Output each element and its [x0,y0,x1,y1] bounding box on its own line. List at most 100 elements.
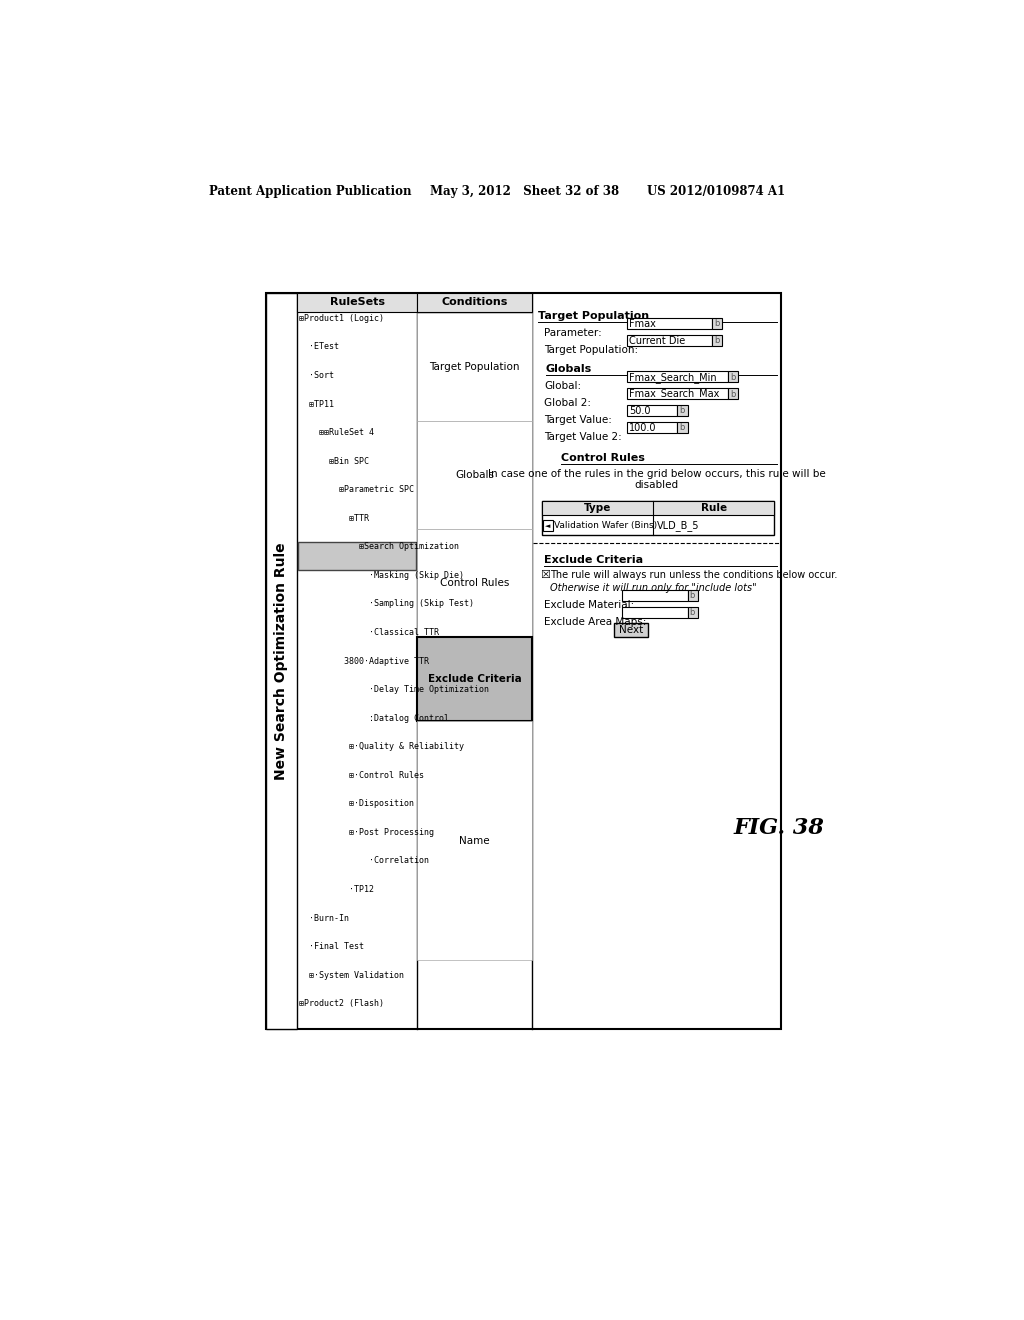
Text: Exclude Material:: Exclude Material: [544,599,635,610]
Text: b: b [730,372,735,381]
Text: Control Rules: Control Rules [439,578,509,587]
Bar [297,293,417,312]
Text: Otherwise it will run only for "include lots": Otherwise it will run only for "include … [550,582,757,593]
Text: Target Population:: Target Population: [544,345,638,355]
Text: 100.0: 100.0 [630,422,657,433]
Bar [678,405,687,416]
Text: VLD_B_5: VLD_B_5 [657,520,699,531]
Text: ⊞Search Optimization: ⊞Search Optimization [299,543,460,552]
Text: ⊞·Quality & Reliability: ⊞·Quality & Reliability [299,742,464,751]
Text: Rule: Rule [700,503,727,513]
Text: Target Value 2:: Target Value 2: [544,432,622,442]
Text: RuleSets: RuleSets [330,297,385,308]
Text: Exclude Area Maps:: Exclude Area Maps: [544,616,646,627]
Text: Conditions: Conditions [441,297,508,308]
Text: ⊞Parametric SPC: ⊞Parametric SPC [299,486,415,494]
Bar [417,636,531,721]
Text: ·Delay Time Optimization: ·Delay Time Optimization [299,685,489,694]
Text: Global 2:: Global 2: [544,397,591,408]
Text: :Datalog Control: :Datalog Control [299,714,450,722]
Bar [728,388,738,400]
Text: ⊞TP11: ⊞TP11 [299,400,334,409]
Text: US 2012/0109874 A1: US 2012/0109874 A1 [647,185,785,198]
Text: ⊞Product2 (Flash): ⊞Product2 (Flash) [299,999,384,1008]
Text: ⊞Product1 (Logic): ⊞Product1 (Logic) [299,314,384,323]
Text: FIG. 38: FIG. 38 [733,817,824,840]
Text: Global:: Global: [544,381,582,391]
Bar [713,318,722,330]
Bar [627,371,728,383]
Text: ⊞·Post Processing: ⊞·Post Processing [299,828,434,837]
Text: Exclude Criteria: Exclude Criteria [428,675,521,684]
Bar [542,502,774,535]
Text: ·Final Test: ·Final Test [299,942,365,952]
Text: ⊞·System Validation: ⊞·System Validation [299,970,404,979]
Bar [417,721,531,960]
Bar [622,590,687,601]
Bar [542,502,774,515]
Text: ⊞TTR: ⊞TTR [299,513,370,523]
Text: Next: Next [618,624,643,635]
Text: ·TP12: ·TP12 [299,884,375,894]
Text: Exclude Criteria: Exclude Criteria [544,554,643,565]
Text: Control Rules: Control Rules [561,453,645,463]
Bar [417,529,531,636]
Text: ⊞·Disposition: ⊞·Disposition [299,800,415,808]
Text: ·Burn-In: ·Burn-In [299,913,349,923]
Text: In case one of the rules in the grid below occurs, this rule will be
disabled: In case one of the rules in the grid bel… [487,469,825,490]
Bar [266,293,297,1028]
Bar [622,607,687,618]
Bar [687,607,697,618]
Text: b: b [689,591,695,601]
Text: Validation Wafer (Bins): Validation Wafer (Bins) [554,521,657,531]
Bar [627,405,678,416]
Text: ·Correlation: ·Correlation [299,857,429,866]
Bar [713,335,722,346]
Text: May 3, 2012   Sheet 32 of 38: May 3, 2012 Sheet 32 of 38 [430,185,620,198]
Text: The rule will always run unless the conditions below occur.: The rule will always run unless the cond… [550,570,838,581]
Text: b: b [715,337,720,346]
Text: New Search Optimization Rule: New Search Optimization Rule [274,543,289,780]
Text: ·Sort: ·Sort [299,371,334,380]
Text: Globals: Globals [455,470,494,480]
Text: ⊞·Control Rules: ⊞·Control Rules [299,771,424,780]
Bar [266,293,781,1028]
Text: Current Die: Current Die [630,335,686,346]
Text: 3800·Adaptive TTR: 3800·Adaptive TTR [299,656,429,665]
Text: b: b [715,319,720,329]
Text: Patent Application Publication: Patent Application Publication [209,185,412,198]
Text: 50.0: 50.0 [630,407,651,416]
Bar [417,421,531,529]
Text: b: b [680,424,685,433]
Text: Fmax_Search_Min: Fmax_Search_Min [630,372,717,383]
Bar [614,623,648,636]
Text: ◄: ◄ [546,523,551,529]
Bar [728,371,738,383]
Text: ·Sampling (Skip Test): ·Sampling (Skip Test) [299,599,474,609]
Text: Name: Name [459,836,489,846]
Bar [417,293,531,312]
Text: ·Classical TTR: ·Classical TTR [299,628,439,638]
Text: Target Population: Target Population [538,312,649,321]
Bar [627,335,713,346]
Text: b: b [689,609,695,618]
Text: Type: Type [584,503,611,513]
Text: ·Masking (Skip Die): ·Masking (Skip Die) [299,572,464,579]
Text: Parameter:: Parameter: [544,327,602,338]
Text: ⊞Bin SPC: ⊞Bin SPC [299,457,370,466]
Bar [627,318,713,330]
Bar [627,422,678,433]
Text: Globals: Globals [546,364,592,374]
Text: b: b [730,389,735,399]
Bar [298,541,417,570]
Bar [687,590,697,601]
Text: Target Population: Target Population [429,362,519,372]
Text: Fmax_Search_Max: Fmax_Search_Max [630,388,720,400]
Text: Target Value:: Target Value: [544,414,612,425]
Bar [417,313,531,421]
Bar [627,388,728,400]
Text: b: b [680,407,685,416]
Bar [544,520,553,531]
Bar [678,422,687,433]
Text: ⊞⊞RuleSet 4: ⊞⊞RuleSet 4 [299,428,375,437]
